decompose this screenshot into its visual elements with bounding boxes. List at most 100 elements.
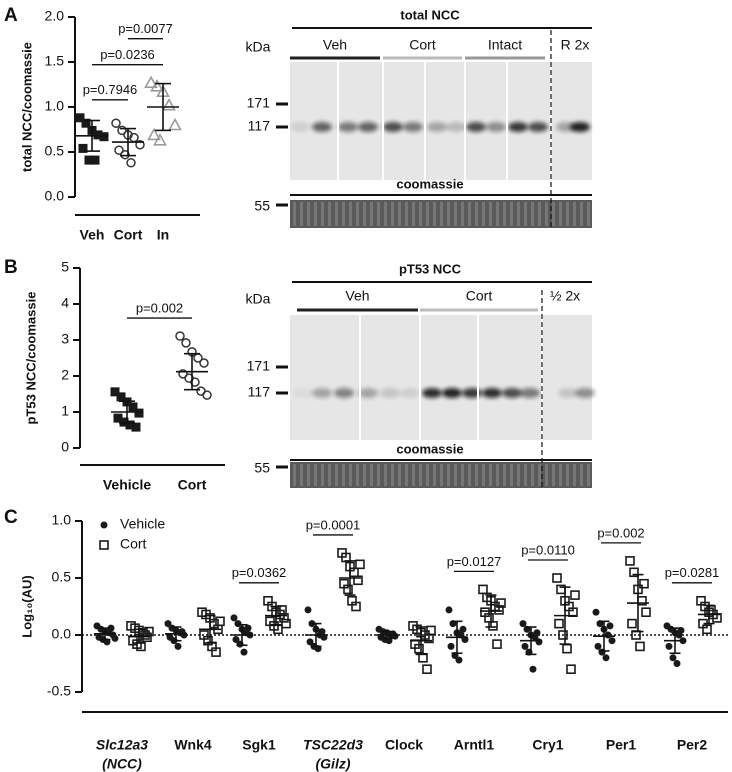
- point: [111, 118, 121, 128]
- lane-label: R 2x: [561, 37, 590, 53]
- blot-band: [556, 122, 576, 132]
- loading-stripe: [321, 202, 324, 226]
- point: [153, 133, 167, 146]
- blot-image: [290, 315, 592, 440]
- loading-stripe: [293, 202, 296, 226]
- blot-unit: kDa: [246, 39, 271, 55]
- point: [455, 656, 463, 664]
- y-tick-label: 4: [61, 295, 69, 311]
- loading-label: coomassie: [396, 441, 463, 456]
- point: [93, 130, 103, 140]
- loading-stripe: [489, 464, 492, 486]
- blot-band: [427, 122, 447, 132]
- point: [135, 140, 145, 150]
- point: [604, 631, 612, 639]
- blot-band: [466, 122, 486, 132]
- y-tick-label: 0: [61, 439, 69, 455]
- size-marker: 117: [248, 118, 271, 134]
- loading-stripe: [349, 464, 352, 486]
- blot-band: [380, 388, 400, 398]
- blot-band: [442, 388, 462, 398]
- loading-stripe: [412, 202, 415, 226]
- loading-stripe: [580, 464, 583, 486]
- y-axis-title: Log₁₀(AU): [19, 575, 34, 638]
- loading-stripe: [531, 464, 534, 486]
- loading-stripe: [307, 202, 310, 226]
- point: [244, 624, 252, 632]
- loading-stripe: [335, 202, 338, 226]
- point: [639, 578, 649, 589]
- point: [414, 643, 424, 654]
- blot-band: [383, 122, 403, 132]
- y-tick-label: 1.5: [45, 53, 65, 69]
- loading-stripe: [370, 202, 373, 226]
- x-tick-label: (Gilz): [316, 756, 351, 772]
- point: [635, 641, 645, 652]
- blot-unit: kDa: [246, 291, 271, 307]
- blot-band: [575, 388, 595, 398]
- loading-stripe: [447, 464, 450, 486]
- point: [116, 392, 126, 402]
- blot-band: [403, 122, 423, 132]
- loading-stripe: [531, 202, 534, 226]
- loading-stripe: [517, 464, 520, 486]
- panel-letter: B: [4, 257, 18, 278]
- loading-label: coomassie: [396, 176, 463, 191]
- loading-stripe: [384, 202, 387, 226]
- loading-stripe: [405, 202, 408, 226]
- loading-stripe: [538, 464, 541, 486]
- loading-stripe: [461, 464, 464, 486]
- blot-band: [358, 388, 378, 398]
- blot-title: pT53 NCC: [399, 261, 462, 276]
- point: [230, 614, 238, 622]
- loading-stripe: [426, 464, 429, 486]
- loading-stripe: [433, 464, 436, 486]
- p-value: p=0.0110: [521, 542, 575, 557]
- loading-stripe: [454, 464, 457, 486]
- point: [134, 408, 144, 418]
- p-value: p=0.0127: [447, 554, 502, 569]
- point: [125, 420, 135, 430]
- loading-stripe: [384, 464, 387, 486]
- point: [277, 605, 287, 615]
- point: [190, 377, 200, 387]
- blot-band: [358, 122, 378, 132]
- loading-stripe: [468, 202, 471, 226]
- point: [117, 125, 127, 136]
- blot-band: [520, 388, 540, 398]
- point: [99, 132, 109, 142]
- point: [351, 601, 361, 612]
- x-tick-label: TSC22d3: [303, 737, 363, 753]
- loading-stripe: [405, 464, 408, 486]
- point: [558, 630, 568, 640]
- x-tick-label: Clock: [385, 737, 423, 753]
- panel-letter: A: [4, 5, 18, 26]
- loading-stripe: [489, 202, 492, 226]
- point: [521, 642, 529, 650]
- loading-stripe: [419, 202, 422, 226]
- loading-stripe: [426, 202, 429, 226]
- point: [566, 664, 576, 675]
- point: [355, 559, 365, 570]
- point: [702, 624, 712, 635]
- lane-label: Cort: [466, 288, 493, 304]
- point: [488, 621, 498, 631]
- blot-band: [528, 122, 548, 132]
- loading-stripe: [412, 464, 415, 486]
- size-marker: 171: [247, 95, 271, 111]
- point: [162, 98, 176, 111]
- point: [445, 606, 453, 614]
- blot-band: [312, 388, 332, 398]
- point: [629, 567, 639, 578]
- p-value: p=0.7946: [83, 82, 138, 97]
- loading-stripe: [524, 202, 527, 226]
- x-tick-label: Sgk1: [242, 737, 276, 753]
- x-tick-label: Per1: [606, 737, 637, 753]
- loading-stripe: [545, 202, 548, 226]
- legend-marker: [100, 521, 108, 529]
- point: [199, 358, 209, 368]
- point: [447, 642, 455, 650]
- point: [478, 584, 488, 595]
- point: [552, 573, 562, 583]
- loading-stripe: [524, 464, 527, 486]
